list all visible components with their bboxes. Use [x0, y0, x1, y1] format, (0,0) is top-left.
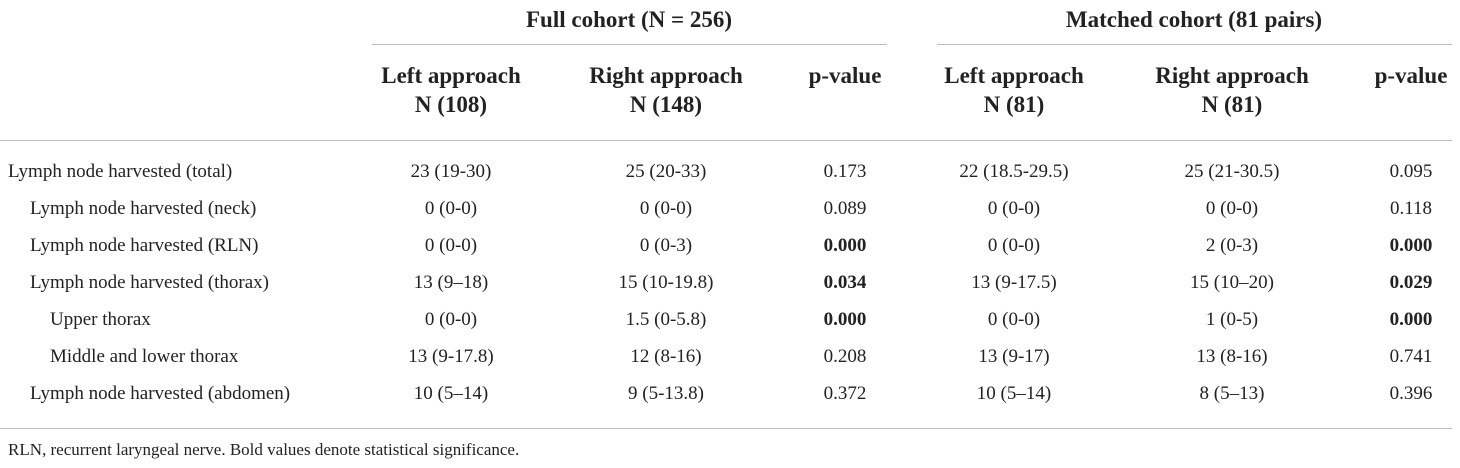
cell: 13 (9-17): [978, 346, 1050, 367]
cell: 0 (0-0): [987, 198, 1041, 219]
cell: 15 (10-19.8): [618, 272, 714, 293]
cell: 0.208: [823, 346, 867, 367]
cell: 0.095: [1389, 161, 1433, 182]
column-header: Right approach: [1155, 63, 1309, 88]
cell: 13 (8-16): [1196, 346, 1268, 367]
column-header: p-value: [1374, 63, 1448, 88]
cell: 2 (0-3): [1205, 235, 1259, 256]
column-header: N (81): [1201, 92, 1263, 117]
cell: 13 (9–18): [413, 272, 489, 293]
cell: 0.000: [1389, 309, 1433, 330]
column-header: p-value: [808, 63, 882, 88]
group-header: Full cohort (N = 256): [525, 7, 733, 32]
cell: 0.089: [823, 198, 867, 219]
cell: 0 (0-0): [424, 198, 478, 219]
cell: 0.741: [1389, 346, 1433, 367]
cell: 0 (0-0): [987, 309, 1041, 330]
row-label: Lymph node harvested (abdomen): [30, 383, 291, 404]
cell: 0.000: [823, 235, 867, 256]
cell: 13 (9-17.5): [971, 272, 1057, 293]
row-label: Lymph node harvested (neck): [30, 198, 257, 219]
row-label: Lymph node harvested (thorax): [30, 272, 270, 293]
cell: 0 (0-0): [424, 235, 478, 256]
column-header: N (108): [414, 92, 488, 117]
rule: [372, 44, 887, 45]
row-label: Middle and lower thorax: [50, 346, 239, 367]
rule: [0, 428, 1452, 429]
cell: 22 (18.5-29.5): [959, 161, 1069, 182]
column-header: Right approach: [589, 63, 743, 88]
cell: 0.173: [823, 161, 867, 182]
row-label: Lymph node harvested (RLN): [30, 235, 259, 256]
cell: 1 (0-5): [1205, 309, 1259, 330]
column-header: Left approach: [381, 63, 521, 88]
cell: 0.000: [1389, 235, 1433, 256]
footnote: RLN, recurrent laryngeal nerve. Bold val…: [8, 440, 520, 459]
cell: 10 (5–14): [976, 383, 1052, 404]
rule: [937, 44, 1452, 45]
cell: 0 (0-0): [639, 198, 693, 219]
row-label: Lymph node harvested (total): [8, 161, 233, 182]
cell: 9 (5-13.8): [628, 383, 704, 404]
cell: 0.372: [823, 383, 867, 404]
column-header: N (81): [983, 92, 1045, 117]
cell: 8 (5–13): [1199, 383, 1265, 404]
rule: [0, 140, 1452, 141]
cell: 0.118: [1389, 198, 1433, 219]
cell: 0.029: [1389, 272, 1433, 293]
cell: 0 (0-0): [987, 235, 1041, 256]
column-header: N (148): [629, 92, 703, 117]
cell: 10 (5–14): [413, 383, 489, 404]
cell: 25 (20-33): [625, 161, 707, 182]
cell: 15 (10–20): [1190, 272, 1274, 293]
row-label: Upper thorax: [50, 309, 151, 330]
cell: 0.000: [823, 309, 867, 330]
cell: 0 (0-0): [1205, 198, 1259, 219]
cell: 25 (21-30.5): [1184, 161, 1280, 182]
cell: 0 (0-3): [639, 235, 693, 256]
column-header: Left approach: [944, 63, 1084, 88]
cell: 0.034: [823, 272, 867, 293]
group-header: Matched cohort (81 pairs): [1065, 7, 1323, 32]
cell: 23 (19-30): [410, 161, 492, 182]
cell: 1.5 (0-5.8): [625, 309, 707, 330]
cell: 0 (0-0): [424, 309, 478, 330]
cell: 13 (9-17.8): [408, 346, 494, 367]
cell: 12 (8-16): [630, 346, 702, 367]
cell: 0.396: [1389, 383, 1433, 404]
